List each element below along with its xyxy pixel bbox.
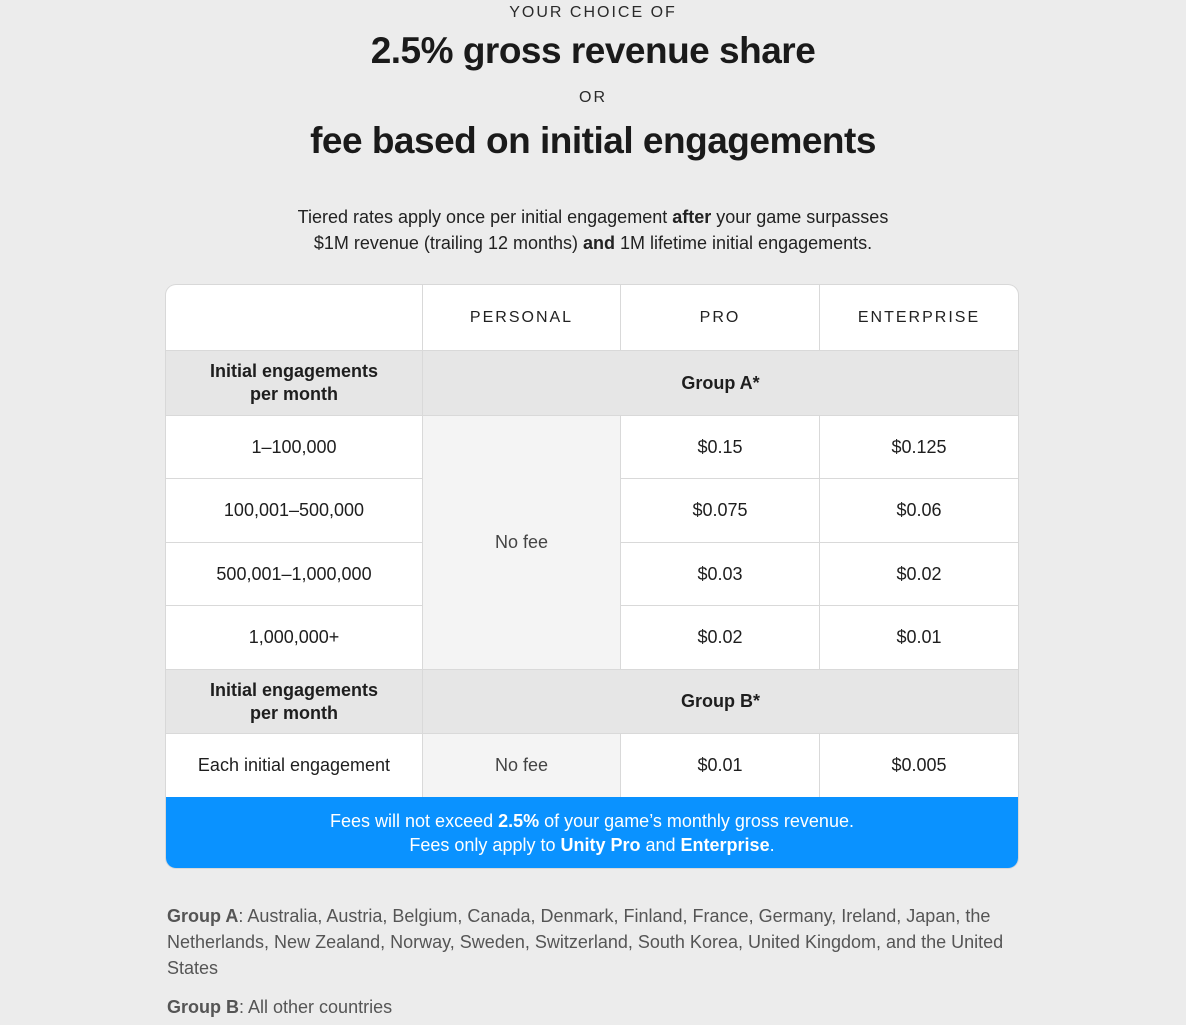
intro-text-part: Tiered rates apply once per initial enga… <box>297 207 673 227</box>
headline-engagement-fee: fee based on initial engagements <box>310 120 876 161</box>
group-a-note-label: Group A <box>167 906 239 926</box>
pro-fee-cell: $0.15 <box>621 416 820 479</box>
banner-text: Fees will not exceed <box>330 810 499 831</box>
group-b-note-label: Group B <box>167 997 239 1017</box>
tier-range-cell: Each initial engagement <box>166 734 423 797</box>
group-a-label-line1: Initial engagements <box>209 361 379 381</box>
banner-bold: Unity Pro <box>560 834 641 855</box>
intro-text-part: $1M revenue (trailing 12 months) <box>313 233 583 253</box>
pricing-table: PERSONAL PRO ENTERPRISE Initial engageme… <box>166 285 1018 868</box>
group-b-label-line2: per month <box>250 702 338 723</box>
group-a-label-line2: per month <box>250 384 338 404</box>
group-b-title: Group B* <box>423 670 1018 734</box>
column-header-enterprise: ENTERPRISE <box>820 285 1018 351</box>
banner-bold: Enterprise <box>680 834 770 855</box>
eyebrow-or: OR <box>579 89 607 106</box>
pro-fee-cell: $0.01 <box>621 734 820 797</box>
banner-line-1: Fees will not exceed 2.5% of your game’s… <box>330 809 854 833</box>
enterprise-fee-cell: $0.005 <box>891 755 947 775</box>
group-b-countries-note: Group B: All other countries <box>167 994 1027 1020</box>
pro-fee-cell: $0.02 <box>621 606 820 670</box>
intro-text-bold: after <box>672 207 712 227</box>
tier-range-cell: 1–100,000 <box>166 416 423 479</box>
enterprise-fee-cell: $0.02 <box>820 543 1018 606</box>
fee-cap-banner: Fees will not exceed 2.5% of your game’s… <box>166 797 1018 868</box>
group-a-title: Group A* <box>423 351 1018 416</box>
enterprise-fee-cell: $0.01 <box>820 606 1018 670</box>
enterprise-fee-cell: $0.06 <box>820 479 1018 543</box>
group-a-note-text: : Australia, Austria, Belgium, Canada, D… <box>167 906 1004 978</box>
tier-range-cell: 1,000,000+ <box>166 606 423 670</box>
tier-range-cell: 100,001–500,000 <box>166 479 423 543</box>
intro-text: Tiered rates apply once per initial enga… <box>0 204 1186 256</box>
banner-line-2: Fees only apply to Unity Pro and Enterpr… <box>409 833 774 857</box>
banner-text: and <box>640 834 681 855</box>
eyebrow-your-choice-of: YOUR CHOICE OF <box>509 4 677 21</box>
intro-text-part: your game surpasses <box>711 207 889 227</box>
headline-revenue-share: 2.5% gross revenue share <box>370 30 816 71</box>
tier-range-cell: 500,001–1,000,000 <box>166 543 423 606</box>
pro-fee-cell: $0.03 <box>621 543 820 606</box>
banner-bold: 2.5% <box>498 810 540 831</box>
pro-fee-cell: $0.075 <box>621 479 820 543</box>
banner-text: of your game’s monthly gross revenue. <box>539 810 854 831</box>
group-b-note-text: : All other countries <box>239 997 393 1017</box>
group-b-label-line1: Initial engagements <box>209 679 379 700</box>
group-a-row-label: Initial engagements per month <box>166 351 423 416</box>
column-header-personal: PERSONAL <box>423 285 621 351</box>
banner-text: Fees only apply to <box>409 834 561 855</box>
group-a-countries-note: Group A: Australia, Austria, Belgium, Ca… <box>167 903 1027 981</box>
column-header-pro: PRO <box>621 285 820 351</box>
banner-text: . <box>769 834 775 855</box>
intro-text-bold: and <box>583 233 616 253</box>
group-b-row-label: Initial engagements per month <box>166 670 423 734</box>
enterprise-fee-cell: $0.125 <box>820 416 1018 479</box>
intro-text-part: 1M lifetime initial engagements. <box>615 233 873 253</box>
personal-no-fee-cell: No fee <box>423 734 621 797</box>
personal-no-fee-cell: No fee <box>423 416 621 670</box>
header-empty-cell <box>166 285 423 351</box>
